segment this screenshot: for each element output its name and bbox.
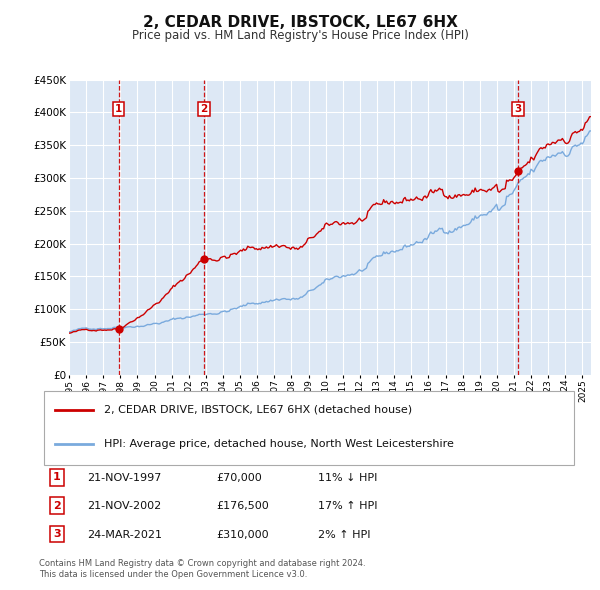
Text: 24-MAR-2021: 24-MAR-2021: [87, 530, 162, 539]
Text: 17% ↑ HPI: 17% ↑ HPI: [318, 502, 377, 511]
Text: HPI: Average price, detached house, North West Leicestershire: HPI: Average price, detached house, Nort…: [104, 440, 454, 449]
Text: 2: 2: [53, 501, 61, 510]
Text: 2% ↑ HPI: 2% ↑ HPI: [318, 530, 371, 539]
Text: Contains HM Land Registry data © Crown copyright and database right 2024.
This d: Contains HM Land Registry data © Crown c…: [39, 559, 365, 579]
Text: Price paid vs. HM Land Registry's House Price Index (HPI): Price paid vs. HM Land Registry's House …: [131, 30, 469, 42]
Text: £310,000: £310,000: [216, 530, 269, 539]
Text: £176,500: £176,500: [216, 502, 269, 511]
Text: 21-NOV-1997: 21-NOV-1997: [87, 473, 161, 483]
Text: 2, CEDAR DRIVE, IBSTOCK, LE67 6HX (detached house): 2, CEDAR DRIVE, IBSTOCK, LE67 6HX (detac…: [104, 405, 412, 415]
Text: 1: 1: [115, 104, 122, 114]
Text: 21-NOV-2002: 21-NOV-2002: [87, 502, 161, 511]
Text: £70,000: £70,000: [216, 473, 262, 483]
Text: 2, CEDAR DRIVE, IBSTOCK, LE67 6HX: 2, CEDAR DRIVE, IBSTOCK, LE67 6HX: [143, 15, 457, 30]
Text: 11% ↓ HPI: 11% ↓ HPI: [318, 473, 377, 483]
Text: 3: 3: [514, 104, 521, 114]
Text: 1: 1: [53, 473, 61, 482]
FancyBboxPatch shape: [44, 391, 574, 465]
Text: 2: 2: [200, 104, 208, 114]
Text: 3: 3: [53, 529, 61, 539]
